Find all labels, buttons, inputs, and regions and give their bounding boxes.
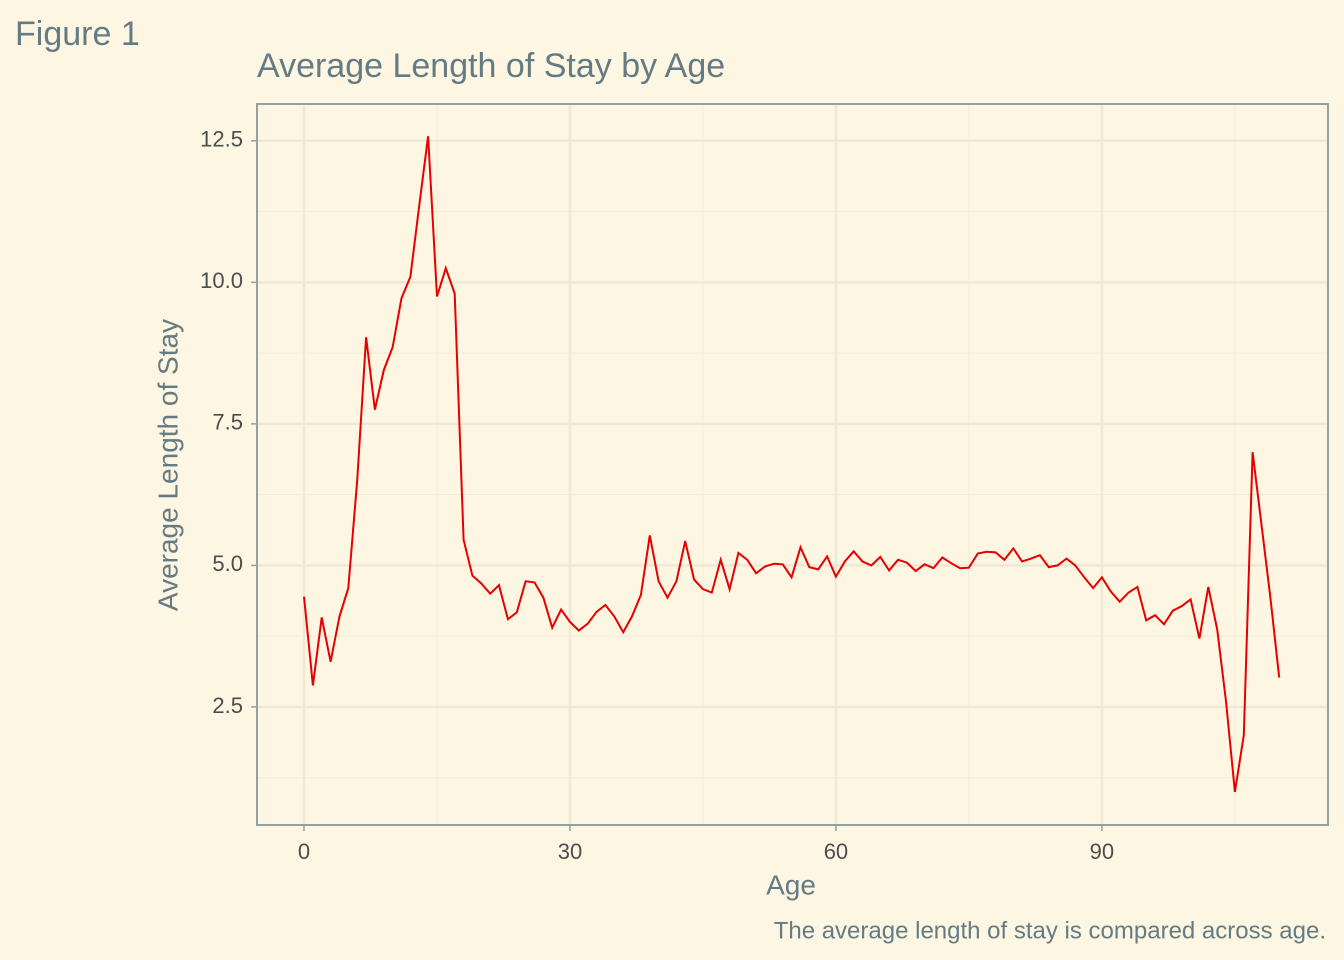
y-tick-label: 2.5 bbox=[212, 693, 243, 718]
y-tick-label: 5.0 bbox=[212, 551, 243, 576]
y-tick-label: 10.0 bbox=[200, 268, 243, 293]
x-axis-label: Age bbox=[766, 869, 816, 900]
y-tick-label: 12.5 bbox=[200, 127, 243, 152]
x-tick-label: 0 bbox=[298, 839, 310, 864]
y-axis-label: Average Length of Stay bbox=[152, 319, 183, 611]
data-line bbox=[303, 136, 1281, 793]
panel-border bbox=[256, 103, 1329, 826]
caption: The average length of stay is compared a… bbox=[774, 917, 1326, 944]
figure-label: Figure 1 bbox=[15, 15, 140, 53]
x-tick-label: 60 bbox=[824, 839, 848, 864]
chart-title: Average Length of Stay by Age bbox=[257, 47, 725, 85]
x-tick-label: 90 bbox=[1090, 839, 1114, 864]
x-tick-label: 30 bbox=[558, 839, 582, 864]
y-tick-label: 7.5 bbox=[212, 410, 243, 435]
